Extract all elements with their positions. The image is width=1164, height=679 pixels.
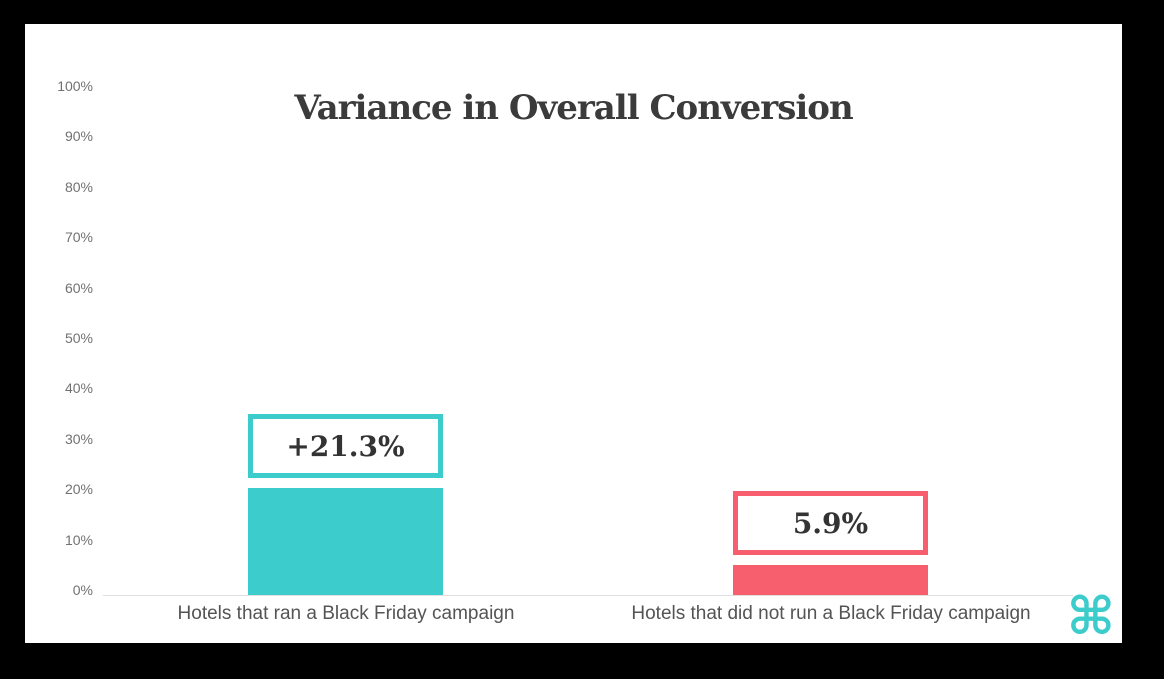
x-axis-line (103, 595, 1073, 596)
y-tick-label: 80% (64, 178, 93, 195)
y-tick-label: 40% (64, 380, 93, 397)
value-label-box: +21.3% (248, 414, 443, 478)
value-label-box: 5.9% (733, 491, 928, 555)
command-symbol-icon: ⌘ (1066, 587, 1115, 647)
chart-title: Variance in Overall Conversion (294, 88, 853, 128)
category-label: Hotels that ran a Black Friday campaign (177, 603, 515, 624)
y-tick-label: 20% (64, 481, 93, 498)
y-tick-label: 50% (64, 330, 93, 346)
y-tick-label: 10% (64, 531, 93, 548)
y-tick-label: 90% (64, 128, 93, 145)
y-tick-label: 100% (57, 78, 93, 94)
y-tick-label: 30% (64, 430, 93, 447)
bar (733, 565, 928, 595)
y-tick-label: 0% (72, 582, 93, 598)
category-label: Hotels that did not run a Black Friday c… (631, 603, 1031, 624)
bar (248, 488, 443, 595)
y-tick-label: 60% (64, 279, 93, 296)
y-tick-label: 70% (64, 229, 93, 246)
chart-card: Variance in Overall Conversion 100% 90% 80… (25, 24, 1122, 643)
